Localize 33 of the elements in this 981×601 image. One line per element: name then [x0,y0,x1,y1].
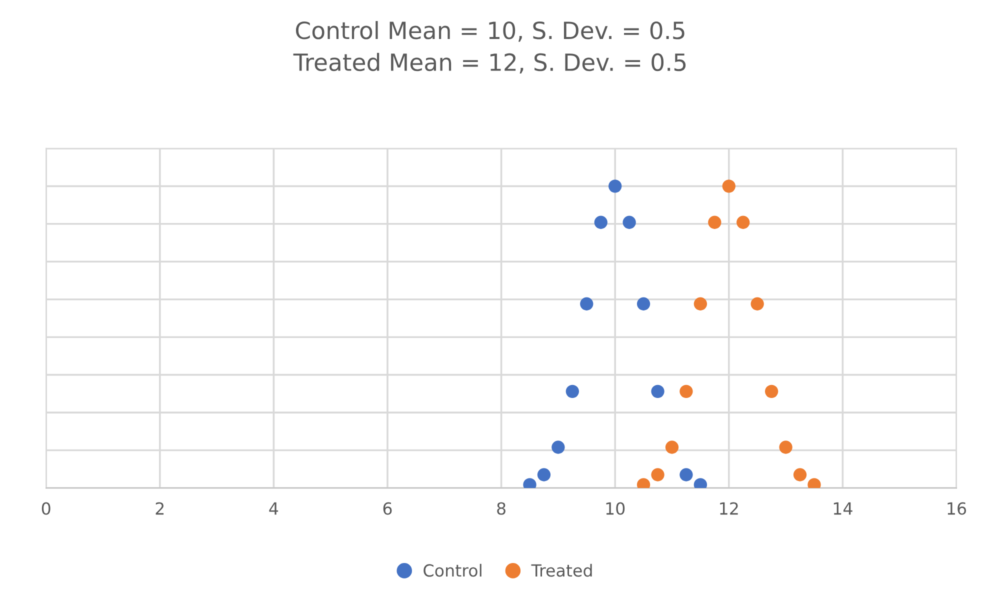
x-tick-label: 2 [156,502,164,515]
point [580,297,594,310]
x-tick-label: 10 [606,502,625,515]
point [708,216,722,229]
point [736,216,750,229]
point [722,180,736,193]
point [622,216,636,229]
point [764,384,778,398]
point [680,384,693,398]
point [608,180,622,193]
point [694,297,708,310]
point [651,384,664,398]
x-tick-label: 0 [42,502,50,515]
point [636,297,650,310]
x-tick-label: 14 [834,502,852,515]
x-tick-label: 8 [497,502,506,515]
point [665,440,679,454]
point [680,468,693,482]
x-tick-label: 4 [269,502,278,515]
legend-label: Control [424,564,482,577]
x-tick-label: 16 [948,502,966,515]
chart-title: Control Mean = 10, S. Dev. = 0.5 Treated Mean = 12, S. Dev. = 0.5 [293,21,686,74]
point [594,216,608,229]
x-tick-label: 6 [383,502,392,515]
point [793,468,807,482]
point [779,440,792,454]
point [750,297,764,310]
point [552,440,565,454]
x-tick-label: 12 [720,502,738,515]
point [566,384,579,398]
legend-label: Treated [531,564,592,577]
point [537,468,551,482]
point [651,468,664,482]
